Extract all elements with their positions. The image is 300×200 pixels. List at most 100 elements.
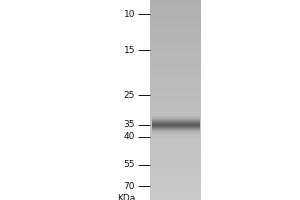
Bar bbox=[150, 90, 201, 91]
Bar bbox=[152, 132, 200, 133]
Bar bbox=[150, 121, 201, 122]
Bar bbox=[150, 198, 201, 199]
Bar bbox=[150, 44, 201, 45]
Bar bbox=[150, 54, 201, 55]
Bar bbox=[150, 189, 201, 190]
Bar bbox=[150, 180, 201, 181]
Bar bbox=[152, 129, 200, 130]
Bar bbox=[150, 44, 201, 45]
Bar bbox=[150, 176, 201, 177]
Bar bbox=[150, 85, 201, 86]
Bar bbox=[150, 86, 201, 87]
Bar bbox=[150, 47, 201, 48]
Bar bbox=[150, 46, 201, 47]
Bar bbox=[150, 4, 201, 5]
Bar bbox=[150, 124, 201, 125]
Bar bbox=[150, 34, 201, 35]
Bar bbox=[152, 134, 200, 135]
Bar bbox=[150, 137, 201, 138]
Bar bbox=[150, 13, 201, 14]
Bar bbox=[150, 162, 201, 163]
Bar bbox=[150, 183, 201, 184]
Bar bbox=[152, 112, 200, 113]
Bar bbox=[150, 94, 201, 95]
Bar bbox=[150, 43, 201, 44]
Bar bbox=[150, 171, 201, 172]
Bar bbox=[150, 125, 201, 126]
Bar bbox=[150, 164, 201, 165]
Bar bbox=[150, 54, 201, 55]
Bar bbox=[152, 128, 200, 129]
Bar bbox=[150, 101, 201, 102]
Bar bbox=[150, 53, 201, 54]
Bar bbox=[152, 117, 200, 118]
Bar bbox=[150, 156, 201, 157]
Bar bbox=[150, 113, 201, 114]
Bar bbox=[150, 56, 201, 57]
Bar bbox=[150, 86, 201, 87]
Bar bbox=[150, 98, 201, 99]
Bar bbox=[150, 39, 201, 40]
Bar bbox=[150, 100, 201, 101]
Bar bbox=[150, 1, 201, 2]
Bar bbox=[150, 42, 201, 43]
Bar bbox=[150, 24, 201, 25]
Bar bbox=[150, 17, 201, 18]
Bar bbox=[150, 4, 201, 5]
Bar bbox=[152, 120, 200, 121]
Bar bbox=[150, 62, 201, 63]
Bar bbox=[152, 121, 200, 122]
Bar bbox=[150, 142, 201, 143]
Bar bbox=[150, 18, 201, 19]
Bar bbox=[150, 134, 201, 135]
Bar bbox=[150, 134, 201, 135]
Bar bbox=[152, 117, 200, 118]
Bar bbox=[150, 83, 201, 84]
Bar bbox=[150, 143, 201, 144]
Bar bbox=[150, 8, 201, 9]
Bar bbox=[150, 58, 201, 59]
Bar bbox=[150, 22, 201, 23]
Bar bbox=[150, 154, 201, 155]
Bar bbox=[150, 170, 201, 171]
Bar bbox=[150, 35, 201, 36]
Bar bbox=[150, 52, 201, 53]
Bar bbox=[152, 111, 200, 112]
Bar bbox=[150, 62, 201, 63]
Bar bbox=[150, 38, 201, 39]
Bar bbox=[150, 163, 201, 164]
Bar bbox=[150, 126, 201, 127]
Bar bbox=[150, 20, 201, 21]
Bar bbox=[150, 55, 201, 56]
Text: KDa: KDa bbox=[117, 194, 135, 200]
Bar bbox=[150, 72, 201, 73]
Bar bbox=[150, 46, 201, 47]
Bar bbox=[150, 136, 201, 137]
Bar bbox=[150, 146, 201, 147]
Bar bbox=[150, 154, 201, 155]
Bar bbox=[150, 0, 201, 1]
Bar bbox=[150, 27, 201, 28]
Text: 55: 55 bbox=[124, 160, 135, 169]
Bar bbox=[150, 152, 201, 153]
Bar bbox=[150, 123, 201, 124]
Bar bbox=[150, 25, 201, 26]
Text: 10: 10 bbox=[124, 10, 135, 19]
Bar bbox=[150, 127, 201, 128]
Bar bbox=[150, 82, 201, 83]
Bar bbox=[152, 135, 200, 136]
Bar bbox=[150, 178, 201, 179]
Bar bbox=[150, 90, 201, 91]
Bar bbox=[150, 40, 201, 41]
Bar bbox=[150, 76, 201, 77]
Bar bbox=[150, 3, 201, 4]
Bar bbox=[150, 71, 201, 72]
Bar bbox=[150, 14, 201, 15]
Bar bbox=[152, 123, 200, 124]
Bar bbox=[150, 138, 201, 139]
Bar bbox=[150, 160, 201, 161]
Bar bbox=[150, 174, 201, 175]
Bar bbox=[150, 107, 201, 108]
Bar bbox=[150, 16, 201, 17]
Bar bbox=[150, 116, 201, 117]
